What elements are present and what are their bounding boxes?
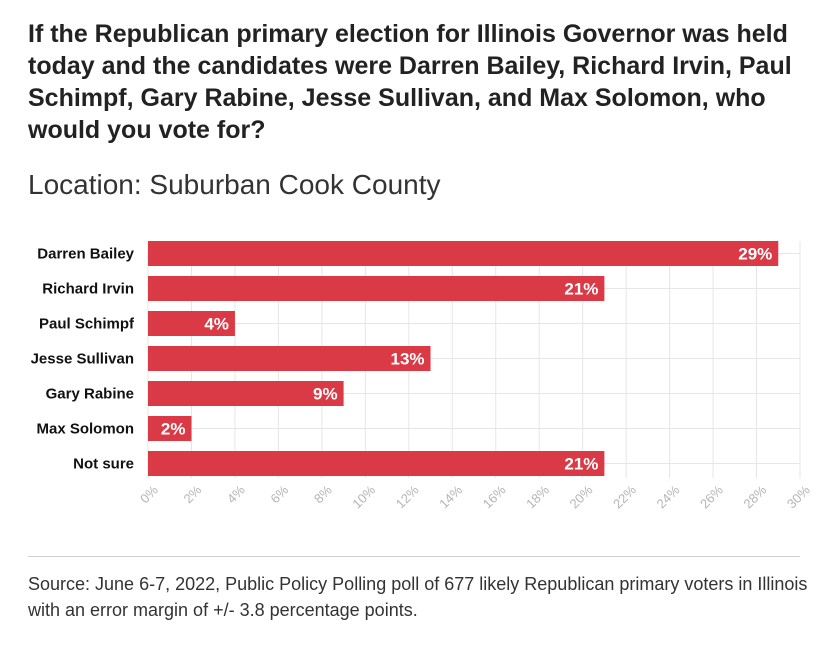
value-label: 2% bbox=[161, 420, 186, 439]
divider bbox=[28, 556, 800, 557]
bar bbox=[148, 241, 779, 266]
source-note: Source: June 6-7, 2022, Public Policy Po… bbox=[28, 574, 808, 620]
bar bbox=[148, 381, 344, 406]
bar bbox=[148, 311, 235, 336]
category-label: Paul Schimpf bbox=[39, 316, 135, 333]
chart-title: If the Republican primary election for I… bbox=[28, 20, 792, 144]
x-tick-label: 28% bbox=[740, 482, 769, 511]
category-label: Richard Irvin bbox=[42, 281, 134, 298]
category-label: Max Solomon bbox=[36, 421, 134, 438]
bar-chart: 0% 2% 4% 6% 8% 10% 12% 14% 16% 18% 20% 22% 24% 26% 28%… bbox=[31, 241, 813, 511]
x-tick-label: 0% bbox=[137, 482, 161, 506]
bar bbox=[148, 416, 192, 441]
x-tick-label: 4% bbox=[224, 482, 248, 506]
x-tick-label: 10% bbox=[349, 482, 378, 511]
x-tick-label: 14% bbox=[436, 482, 465, 511]
category-label: Not sure bbox=[73, 456, 134, 473]
x-tick-label: 26% bbox=[697, 482, 726, 511]
x-tick-label: 24% bbox=[653, 482, 682, 511]
x-tick-label: 18% bbox=[523, 482, 552, 511]
x-tick-label: 20% bbox=[567, 482, 596, 511]
value-label: 4% bbox=[204, 315, 229, 334]
x-tick-label: 16% bbox=[480, 482, 509, 511]
value-label: 29% bbox=[738, 245, 772, 264]
category-label: Jesse Sullivan bbox=[31, 351, 134, 368]
x-tick-label: 6% bbox=[267, 482, 291, 506]
bar bbox=[148, 451, 605, 476]
x-tick-label: 8% bbox=[311, 482, 335, 506]
chart-subtitle: Location: Suburban Cook County bbox=[28, 169, 441, 200]
value-label: 9% bbox=[313, 385, 338, 404]
x-tick-label: 30% bbox=[784, 482, 813, 511]
category-label: Gary Rabine bbox=[46, 386, 134, 403]
x-tick-label: 12% bbox=[393, 482, 422, 511]
category-label: Darren Bailey bbox=[37, 246, 134, 263]
x-tick-label: 2% bbox=[180, 482, 204, 506]
value-label: 21% bbox=[564, 280, 598, 299]
value-label: 13% bbox=[391, 350, 425, 369]
bar bbox=[148, 346, 431, 371]
x-tick-label: 22% bbox=[610, 482, 639, 511]
bar bbox=[148, 276, 605, 301]
value-label: 21% bbox=[564, 455, 598, 474]
